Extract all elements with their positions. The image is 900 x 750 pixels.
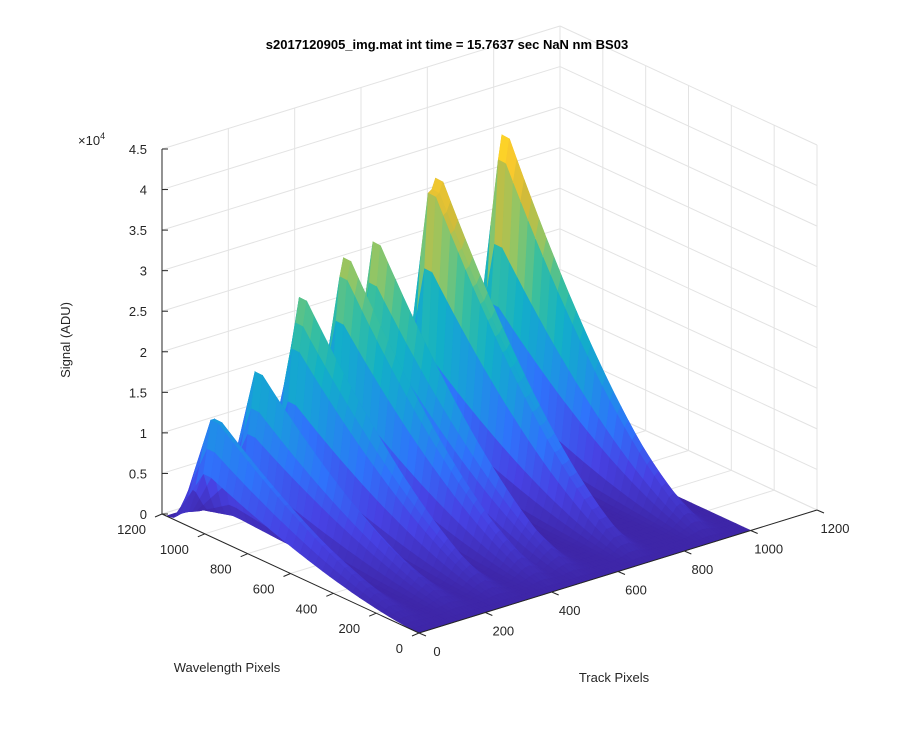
grid-line bbox=[559, 268, 818, 389]
y-tick bbox=[368, 612, 377, 617]
x-tick bbox=[418, 632, 427, 637]
x-tick-label: 1000 bbox=[754, 542, 783, 557]
grid-line bbox=[559, 66, 818, 187]
z-axis-label: Signal (ADU) bbox=[58, 302, 73, 378]
x-tick bbox=[750, 530, 758, 534]
x-tick-label: 200 bbox=[492, 624, 514, 639]
y-tick-label: 400 bbox=[296, 601, 318, 616]
z-tick-label: 0.5 bbox=[129, 466, 147, 481]
grid-line bbox=[559, 309, 818, 430]
z-exponent-base: ×10 bbox=[78, 133, 100, 148]
y-tick-label: 200 bbox=[338, 621, 360, 636]
z-tick-label: 3 bbox=[140, 264, 147, 279]
x-axis-label: Track Pixels bbox=[579, 670, 650, 685]
grid-line bbox=[559, 106, 818, 227]
y-tick bbox=[197, 533, 206, 538]
y-tick-label: 1000 bbox=[160, 542, 189, 557]
grid-line bbox=[161, 106, 561, 231]
x-tick bbox=[617, 571, 626, 575]
x-tick-label: 0 bbox=[433, 644, 440, 659]
z-tick-label: 1 bbox=[140, 426, 147, 441]
grid-line bbox=[161, 147, 561, 272]
chart-title: s2017120905_img.mat int time = 15.7637 s… bbox=[266, 37, 628, 52]
z-tick-label: 2.5 bbox=[129, 304, 147, 319]
z-exponent-power: 4 bbox=[100, 131, 105, 141]
x-tick-label: 600 bbox=[625, 583, 647, 598]
grid-line bbox=[161, 25, 561, 150]
z-tick-label: 0 bbox=[140, 507, 147, 522]
x-tick bbox=[816, 509, 825, 514]
x-tick-label: 800 bbox=[691, 562, 713, 577]
y-tick bbox=[154, 513, 163, 518]
surface bbox=[165, 134, 752, 634]
y-tick-label: 600 bbox=[253, 581, 275, 596]
y-tick bbox=[240, 553, 248, 558]
z-exponent-label: ×104 bbox=[78, 131, 105, 148]
y-tick-label: 800 bbox=[210, 562, 232, 577]
y-tick bbox=[326, 592, 334, 597]
x-tick-label: 1200 bbox=[821, 521, 850, 536]
y-tick bbox=[411, 632, 420, 637]
x-tick bbox=[684, 550, 692, 555]
y-tick bbox=[283, 573, 291, 577]
axes-layer: 0200400600800100012000200400600800100012… bbox=[117, 142, 849, 659]
x-tick bbox=[551, 591, 559, 596]
z-tick-label: 1.5 bbox=[129, 385, 147, 400]
grid-line bbox=[559, 187, 818, 308]
grid-line bbox=[559, 147, 818, 268]
z-tick-label: 2 bbox=[140, 345, 147, 360]
y-tick-label: 0 bbox=[396, 641, 403, 656]
z-tick-label: 4.5 bbox=[129, 142, 147, 157]
y-tick-label: 1200 bbox=[117, 522, 146, 537]
z-tick-label: 3.5 bbox=[129, 223, 147, 238]
x-tick bbox=[485, 612, 493, 616]
grid-line bbox=[559, 25, 818, 146]
grid-line bbox=[559, 228, 818, 349]
x-tick-label: 400 bbox=[559, 603, 581, 618]
z-tick-label: 4 bbox=[140, 183, 147, 198]
y-axis-label: Wavelength Pixels bbox=[174, 660, 281, 675]
grid-line bbox=[161, 66, 561, 191]
